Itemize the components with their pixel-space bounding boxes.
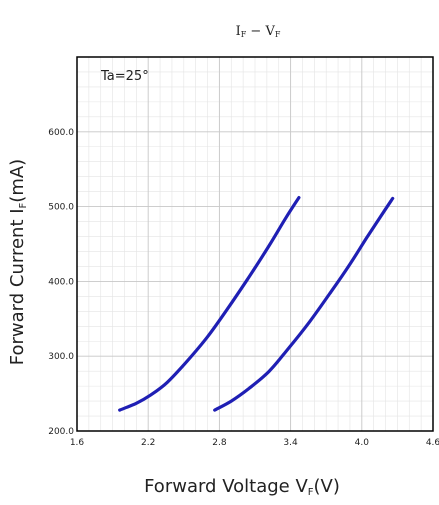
title-part-v: − V xyxy=(246,24,275,39)
x-axis-label-sub: F xyxy=(308,487,314,498)
series-layer xyxy=(118,196,395,412)
y-tick-label: 400.0 xyxy=(48,277,74,287)
y-axis-label: Forward Current IF(mA) xyxy=(7,159,29,365)
y-axis-label-tail: (mA) xyxy=(7,159,28,203)
x-tick-label: 3.4 xyxy=(283,438,298,448)
tick-layer: 1.6 2.2 2.8 3.4 4.0 4.6 200.0 300.0 400.0 500.0 60… xyxy=(48,128,439,448)
plot-frame xyxy=(76,56,434,432)
x-tick-label: 4.0 xyxy=(355,438,370,448)
x-tick-label: 2.8 xyxy=(212,438,227,448)
y-tick-label: 300.0 xyxy=(48,352,74,362)
title-sub-f2: F xyxy=(275,30,281,39)
chart-title: IF − VF xyxy=(236,24,281,39)
y-axis-label-main: Forward Current I xyxy=(7,208,28,365)
series-line-2 xyxy=(213,196,395,412)
x-axis-label-main: Forward Voltage V xyxy=(144,476,308,497)
title-sub-f1: F xyxy=(241,30,247,39)
x-tick-label: 1.6 xyxy=(70,438,85,448)
x-axis-label-tail: (V) xyxy=(314,476,340,497)
series-line-1 xyxy=(118,196,301,412)
temperature-annotation: Ta=25° xyxy=(100,69,149,84)
x-tick-label: 4.6 xyxy=(426,438,439,448)
y-tick-label: 600.0 xyxy=(48,128,74,138)
title-part-i: I xyxy=(236,24,241,39)
y-axis-label-sub: F xyxy=(18,202,29,208)
y-tick-label: 500.0 xyxy=(48,203,74,213)
y-tick-label: 200.0 xyxy=(48,427,74,437)
x-tick-label: 2.2 xyxy=(141,438,155,448)
x-axis-label: Forward Voltage VF(V) xyxy=(144,476,340,498)
